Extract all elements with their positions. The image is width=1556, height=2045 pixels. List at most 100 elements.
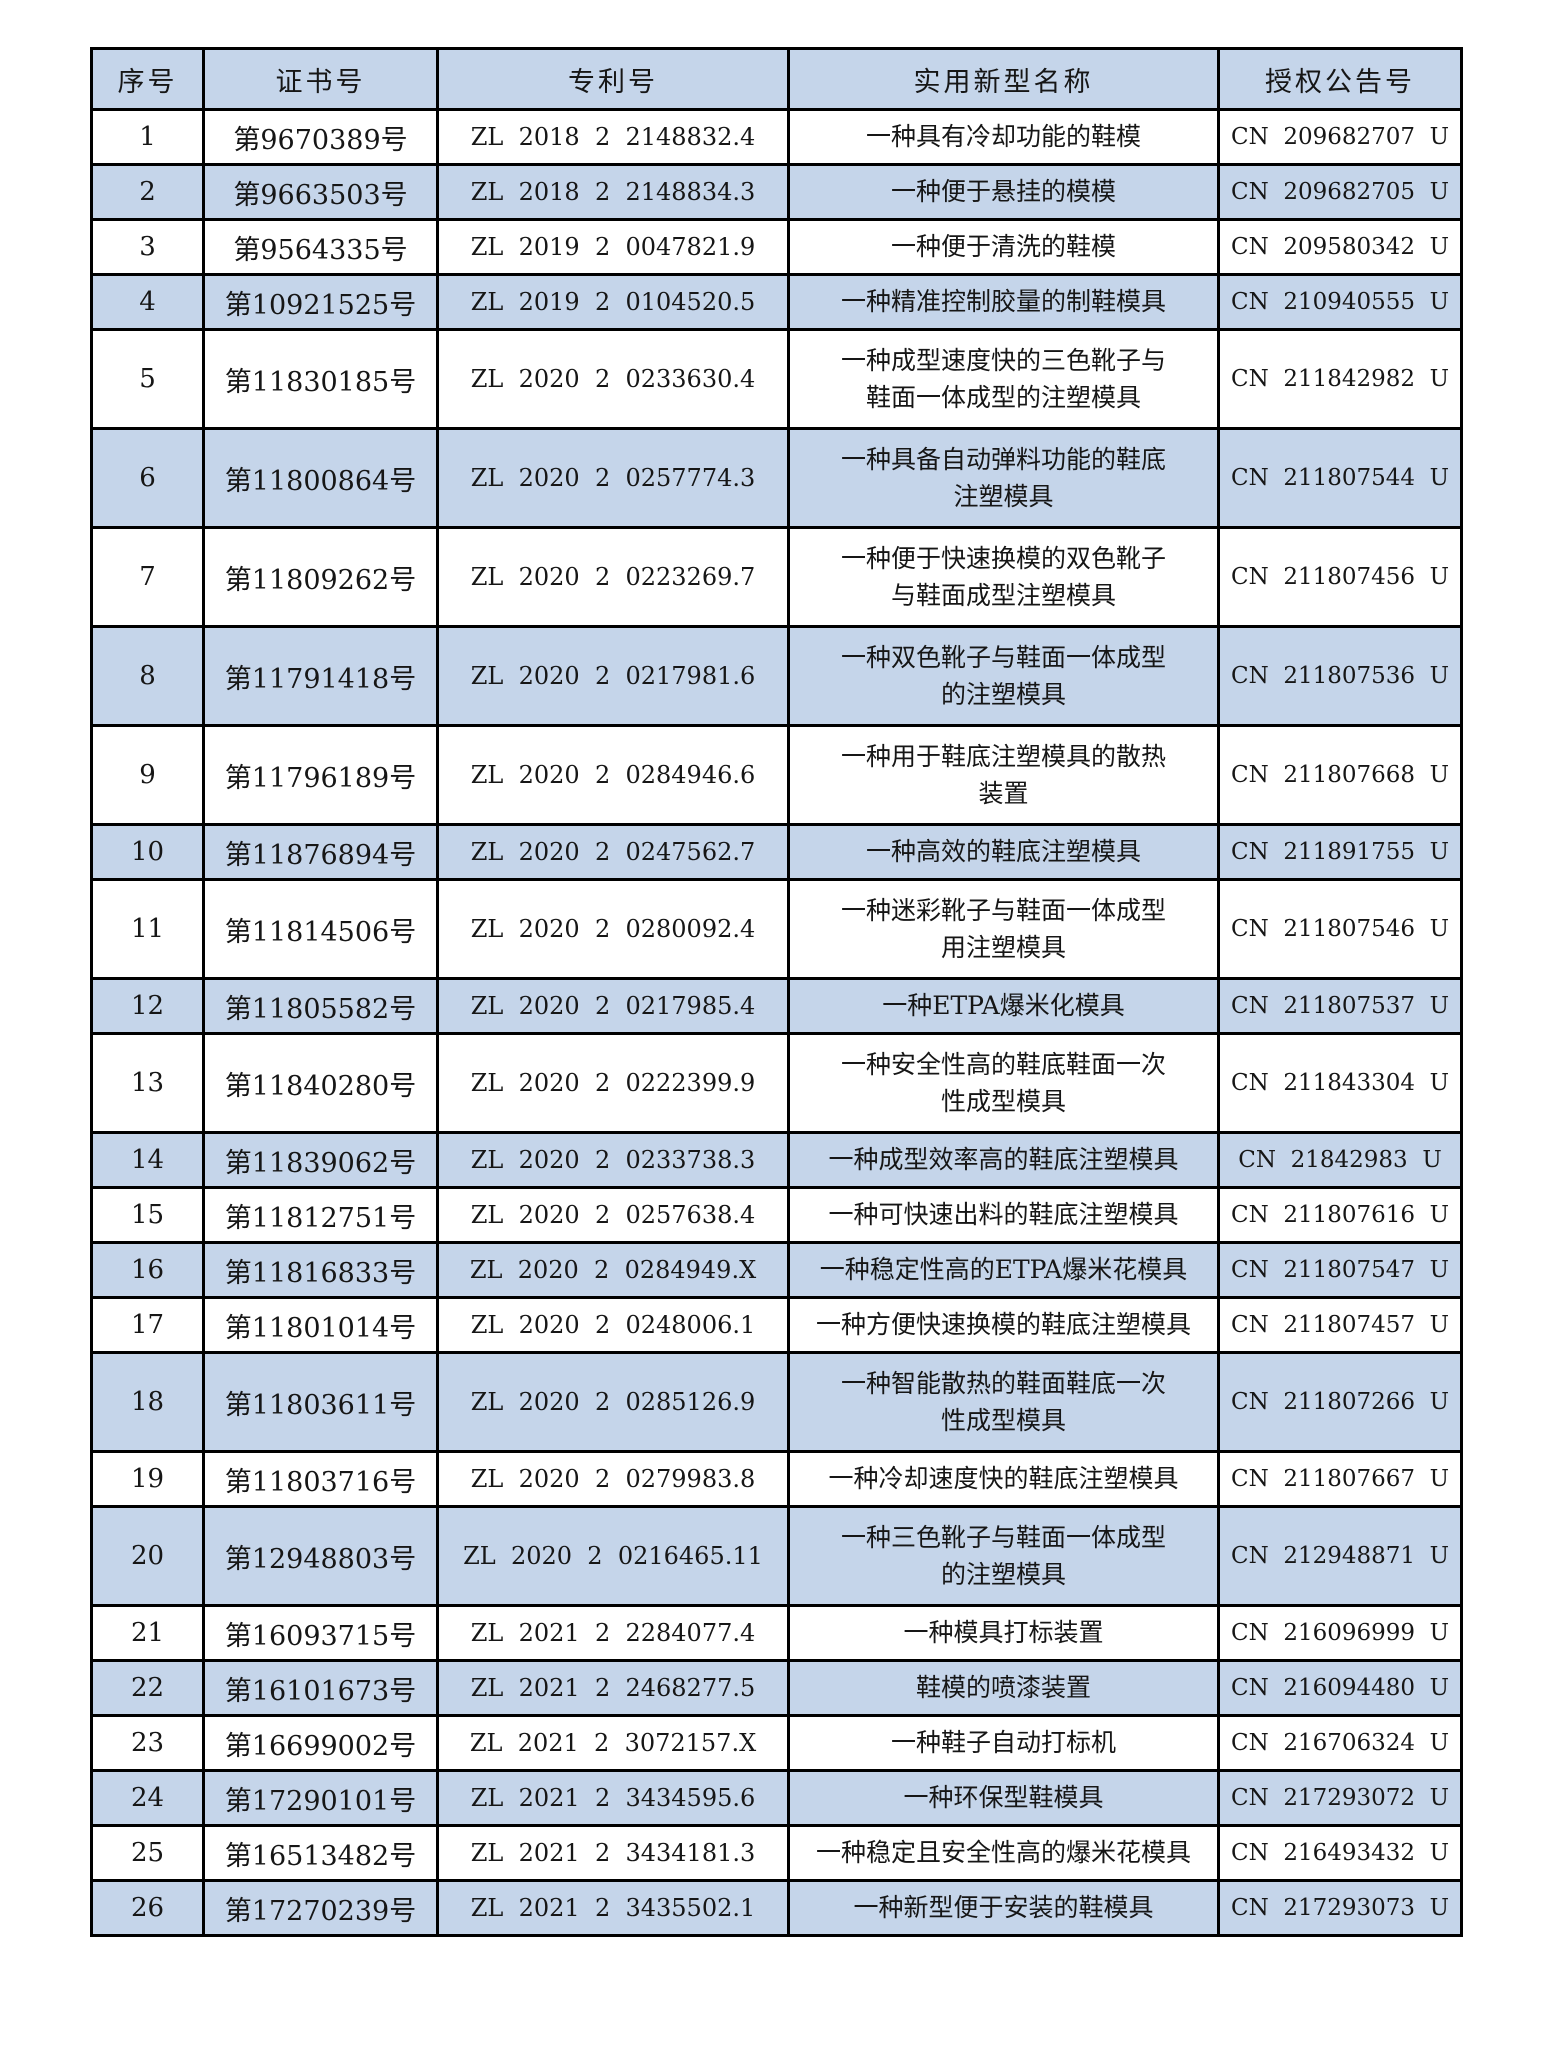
cell-index: 26 — [90, 1879, 205, 1937]
patent-table: 序号 证书号 专利号 实用新型名称 授权公告号 1 第9670389号 ZL 2… — [90, 47, 1463, 1937]
cell-publication-number: CN 211891755 U — [1217, 823, 1463, 881]
cell-index: 4 — [90, 273, 205, 331]
table-row: 3 第9564335号 ZL 2019 2 0047821.9 一种便于清洗的鞋… — [90, 218, 1463, 276]
cell-index: 23 — [90, 1714, 205, 1772]
cell-patent-number: ZL 2021 2 3434595.6 — [436, 1769, 790, 1827]
cell-index: 17 — [90, 1296, 205, 1354]
cell-publication-number: CN 216096999 U — [1217, 1604, 1463, 1662]
cell-patent-number: ZL 2018 2 2148832.4 — [436, 108, 790, 166]
cell-utility-model-name: 一种便于清洗的鞋模 — [787, 218, 1220, 276]
cell-index: 14 — [90, 1131, 205, 1189]
column-header-cert: 证书号 — [202, 47, 439, 111]
cell-utility-model-name: 一种冷却速度快的鞋底注塑模具 — [787, 1450, 1220, 1508]
cell-index: 9 — [90, 724, 205, 826]
cell-index: 21 — [90, 1604, 205, 1662]
cell-utility-model-name: 一种高效的鞋底注塑模具 — [787, 823, 1220, 881]
cell-certificate-number: 第9663503号 — [202, 163, 439, 221]
cell-index: 19 — [90, 1450, 205, 1508]
cell-publication-number: CN 211807547 U — [1217, 1241, 1463, 1299]
cell-utility-model-name: 一种便于快速换模的双色靴子 与鞋面成型注塑模具 — [787, 526, 1220, 628]
cell-utility-model-name: 一种具备自动弹料功能的鞋底 注塑模具 — [787, 427, 1220, 529]
table-row: 13 第11840280号 ZL 2020 2 0222399.9 一种安全性高… — [90, 1032, 1463, 1134]
table-row: 11 第11814506号 ZL 2020 2 0280092.4 一种迷彩靴子… — [90, 878, 1463, 980]
table-row: 9 第11796189号 ZL 2020 2 0284946.6 一种用于鞋底注… — [90, 724, 1463, 826]
cell-utility-model-name: 一种成型速度快的三色靴子与 鞋面一体成型的注塑模具 — [787, 328, 1220, 430]
cell-patent-number: ZL 2020 2 0223269.7 — [436, 526, 790, 628]
cell-patent-number: ZL 2021 2 3434181.3 — [436, 1824, 790, 1882]
table-row: 1 第9670389号 ZL 2018 2 2148832.4 一种具有冷却功能… — [90, 108, 1463, 166]
cell-index: 12 — [90, 977, 205, 1035]
cell-publication-number: CN 211807457 U — [1217, 1296, 1463, 1354]
cell-index: 11 — [90, 878, 205, 980]
cell-utility-model-name: 一种用于鞋底注塑模具的散热 装置 — [787, 724, 1220, 826]
cell-index: 6 — [90, 427, 205, 529]
cell-publication-number: CN 211807616 U — [1217, 1186, 1463, 1244]
cell-certificate-number: 第12948803号 — [202, 1505, 439, 1607]
cell-index: 3 — [90, 218, 205, 276]
cell-patent-number: ZL 2019 2 0047821.9 — [436, 218, 790, 276]
cell-certificate-number: 第11805582号 — [202, 977, 439, 1035]
cell-index: 20 — [90, 1505, 205, 1607]
cell-utility-model-name: 一种便于悬挂的模模 — [787, 163, 1220, 221]
cell-publication-number: CN 211807667 U — [1217, 1450, 1463, 1508]
cell-utility-model-name: 一种环保型鞋模具 — [787, 1769, 1220, 1827]
cell-index: 25 — [90, 1824, 205, 1882]
cell-patent-number: ZL 2020 2 0233738.3 — [436, 1131, 790, 1189]
column-header-name: 实用新型名称 — [787, 47, 1220, 111]
cell-index: 22 — [90, 1659, 205, 1717]
cell-publication-number: CN 211807537 U — [1217, 977, 1463, 1035]
cell-certificate-number: 第17290101号 — [202, 1769, 439, 1827]
cell-patent-number: ZL 2021 2 3435502.1 — [436, 1879, 790, 1937]
cell-utility-model-name: 一种稳定且安全性高的爆米花模具 — [787, 1824, 1220, 1882]
cell-patent-number: ZL 2020 2 0233630.4 — [436, 328, 790, 430]
cell-utility-model-name: 一种安全性高的鞋底鞋面一次 性成型模具 — [787, 1032, 1220, 1134]
cell-publication-number: CN 211807456 U — [1217, 526, 1463, 628]
cell-patent-number: ZL 2020 2 0279983.8 — [436, 1450, 790, 1508]
cell-certificate-number: 第11812751号 — [202, 1186, 439, 1244]
cell-certificate-number: 第11830185号 — [202, 328, 439, 430]
cell-patent-number: ZL 2021 2 2284077.4 — [436, 1604, 790, 1662]
cell-certificate-number: 第11796189号 — [202, 724, 439, 826]
cell-publication-number: CN 217293072 U — [1217, 1769, 1463, 1827]
cell-publication-number: CN 211842982 U — [1217, 328, 1463, 430]
table-row: 6 第11800864号 ZL 2020 2 0257774.3 一种具备自动弹… — [90, 427, 1463, 529]
cell-publication-number: CN 212948871 U — [1217, 1505, 1463, 1607]
cell-certificate-number: 第11876894号 — [202, 823, 439, 881]
cell-index: 7 — [90, 526, 205, 628]
cell-utility-model-name: 一种新型便于安装的鞋模具 — [787, 1879, 1220, 1937]
cell-utility-model-name: 一种成型效率高的鞋底注塑模具 — [787, 1131, 1220, 1189]
cell-utility-model-name: 一种三色靴子与鞋面一体成型 的注塑模具 — [787, 1505, 1220, 1607]
table-row: 22 第16101673号 ZL 2021 2 2468277.5 鞋模的喷漆装… — [90, 1659, 1463, 1717]
cell-patent-number: ZL 2019 2 0104520.5 — [436, 273, 790, 331]
cell-patent-number: ZL 2020 2 0284949.X — [436, 1241, 790, 1299]
cell-utility-model-name: 一种方便快速换模的鞋底注塑模具 — [787, 1296, 1220, 1354]
cell-patent-number: ZL 2020 2 0222399.9 — [436, 1032, 790, 1134]
cell-publication-number: CN 211807266 U — [1217, 1351, 1463, 1453]
cell-certificate-number: 第16101673号 — [202, 1659, 439, 1717]
cell-patent-number: ZL 2018 2 2148834.3 — [436, 163, 790, 221]
cell-certificate-number: 第11803611号 — [202, 1351, 439, 1453]
cell-certificate-number: 第11800864号 — [202, 427, 439, 529]
header-row: 序号 证书号 专利号 实用新型名称 授权公告号 — [90, 47, 1463, 111]
cell-publication-number: CN 211843304 U — [1217, 1032, 1463, 1134]
table-row: 18 第11803611号 ZL 2020 2 0285126.9 一种智能散热… — [90, 1351, 1463, 1453]
cell-utility-model-name: 一种鞋子自动打标机 — [787, 1714, 1220, 1772]
table-row: 12 第11805582号 ZL 2020 2 0217985.4 一种ETPA… — [90, 977, 1463, 1035]
cell-publication-number: CN 209682705 U — [1217, 163, 1463, 221]
cell-utility-model-name: 一种ETPA爆米化模具 — [787, 977, 1220, 1035]
cell-certificate-number: 第9670389号 — [202, 108, 439, 166]
cell-publication-number: CN 209580342 U — [1217, 218, 1463, 276]
cell-publication-number: CN 210940555 U — [1217, 273, 1463, 331]
cell-publication-number: CN 21842983 U — [1217, 1131, 1463, 1189]
cell-publication-number: CN 211807546 U — [1217, 878, 1463, 980]
cell-publication-number: CN 211807536 U — [1217, 625, 1463, 727]
cell-patent-number: ZL 2020 2 0217981.6 — [436, 625, 790, 727]
cell-index: 16 — [90, 1241, 205, 1299]
cell-certificate-number: 第11814506号 — [202, 878, 439, 980]
patent-table-body: 1 第9670389号 ZL 2018 2 2148832.4 一种具有冷却功能… — [90, 108, 1463, 1937]
cell-utility-model-name: 一种模具打标装置 — [787, 1604, 1220, 1662]
cell-publication-number: CN 216706324 U — [1217, 1714, 1463, 1772]
cell-certificate-number: 第10921525号 — [202, 273, 439, 331]
table-row: 16 第11816833号 ZL 2020 2 0284949.X 一种稳定性高… — [90, 1241, 1463, 1299]
cell-index: 1 — [90, 108, 205, 166]
